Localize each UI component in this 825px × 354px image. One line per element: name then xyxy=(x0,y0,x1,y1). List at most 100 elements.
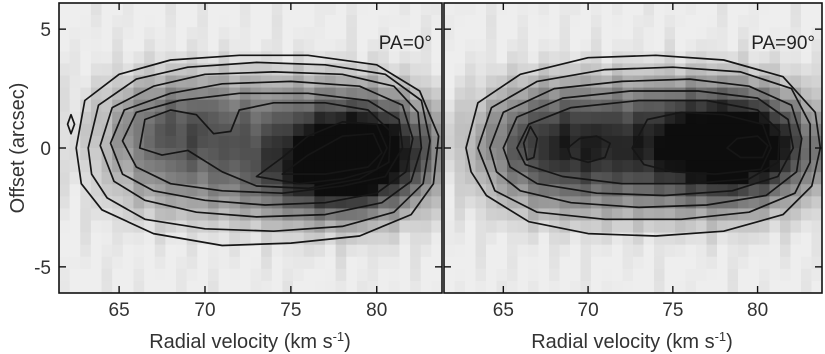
heatmap-cell xyxy=(399,232,411,246)
heatmap-cell xyxy=(165,148,177,161)
heatmap-cell xyxy=(154,160,166,173)
heatmap-cell xyxy=(420,220,432,234)
heatmap-cell xyxy=(444,99,456,113)
heatmap-cell xyxy=(122,172,135,185)
heatmap-cell xyxy=(654,148,666,161)
heatmap-cell xyxy=(431,172,442,185)
heatmap-cell xyxy=(612,123,624,137)
heatmap-cell xyxy=(410,123,422,137)
heatmap-cell xyxy=(475,51,487,65)
heatmap-cell xyxy=(399,111,411,125)
heatmap-cell xyxy=(271,256,284,270)
heatmap-cell xyxy=(69,148,81,161)
heatmap-cell xyxy=(165,244,177,258)
heatmap-cell xyxy=(496,63,508,77)
heatmap-cell xyxy=(324,172,337,185)
heatmap-cell xyxy=(496,99,508,113)
heatmap-cell xyxy=(654,280,666,293)
heatmap-cell xyxy=(570,220,582,234)
heatmap-cell xyxy=(643,268,655,282)
heatmap-cell xyxy=(738,148,750,161)
heatmap-cell xyxy=(654,184,666,197)
heatmap-cell xyxy=(399,123,411,137)
heatmap-cell xyxy=(388,256,401,270)
heatmap-cell xyxy=(717,244,729,258)
heatmap-cell xyxy=(197,123,209,137)
heatmap-cell xyxy=(517,196,529,210)
heatmap-cell xyxy=(654,123,666,137)
heatmap-cell xyxy=(454,268,466,282)
heatmap-cell xyxy=(601,196,613,210)
heatmap-cell xyxy=(229,75,241,89)
heatmap-cell xyxy=(601,256,613,270)
heatmap-cell xyxy=(748,99,760,113)
heatmap-cell xyxy=(218,51,230,65)
heatmap-cell xyxy=(706,232,718,246)
heatmap-cell xyxy=(335,280,347,293)
heatmap-cell xyxy=(549,184,561,197)
x-axis-title: Radial velocity (km s-1) xyxy=(531,329,733,354)
heatmap-cell xyxy=(293,280,305,293)
heatmap-cell xyxy=(388,280,401,293)
heatmap-cell xyxy=(717,3,729,16)
heatmap-cell xyxy=(591,256,603,270)
heatmap-cell xyxy=(717,160,729,173)
heatmap-cell xyxy=(399,220,411,234)
heatmap-cell xyxy=(517,268,529,282)
heatmap-cell xyxy=(612,220,624,234)
heatmap-cell xyxy=(811,51,822,65)
heatmap-cell xyxy=(90,63,103,77)
heatmap-cell xyxy=(293,135,305,149)
heatmap-cell xyxy=(112,63,124,77)
heatmap-cell xyxy=(271,232,284,246)
heatmap-cell xyxy=(420,172,432,185)
heatmap-cell xyxy=(591,39,603,52)
heatmap-cell xyxy=(431,208,442,222)
heatmap-cell xyxy=(250,196,262,210)
heatmap-cell xyxy=(801,75,813,89)
heatmap-cell xyxy=(388,184,401,197)
heatmap-cell xyxy=(101,87,113,101)
heatmap-cell xyxy=(780,123,792,137)
heatmap-cell xyxy=(144,135,156,149)
heatmap-cell xyxy=(769,256,781,270)
heatmap-cell xyxy=(517,172,529,185)
heatmap-cell xyxy=(528,208,540,222)
heatmap-cell xyxy=(717,232,729,246)
heatmap-cell xyxy=(675,196,687,210)
heatmap-cell xyxy=(69,256,81,270)
heatmap-cell xyxy=(706,172,718,185)
heatmap-cell xyxy=(759,268,771,282)
heatmap-cell xyxy=(261,196,273,210)
heatmap-cell xyxy=(549,27,561,40)
heatmap-cell xyxy=(90,123,103,137)
heatmap-cell xyxy=(517,27,529,40)
heatmap-cell xyxy=(591,280,603,293)
heatmap-cell xyxy=(664,220,676,234)
heatmap-cell xyxy=(591,232,603,246)
heatmap-cell xyxy=(486,99,498,113)
heatmap-cell xyxy=(378,268,390,282)
heatmap-cell xyxy=(378,280,390,293)
heatmap-cell xyxy=(444,123,456,137)
heatmap-cell xyxy=(59,268,71,282)
heatmap-cell xyxy=(454,220,466,234)
heatmap-cell xyxy=(664,148,676,161)
heatmap-cell xyxy=(706,27,718,40)
heatmap-cell xyxy=(324,123,337,137)
heatmap-cell xyxy=(207,135,220,149)
heatmap-cell xyxy=(738,232,750,246)
heatmap-cell xyxy=(601,280,613,293)
heatmap-cell xyxy=(112,75,124,89)
heatmap-cell xyxy=(570,148,582,161)
heatmap-cell xyxy=(197,160,209,173)
heatmap-cell xyxy=(475,123,487,137)
heatmap-cell xyxy=(250,51,262,65)
heatmap-cell xyxy=(250,172,262,185)
heatmap-cell xyxy=(465,172,477,185)
heatmap-cell xyxy=(549,280,561,293)
heatmap-cell xyxy=(654,232,666,246)
heatmap-cell xyxy=(643,111,655,125)
heatmap-cell xyxy=(90,3,103,16)
heatmap-cell xyxy=(643,148,655,161)
